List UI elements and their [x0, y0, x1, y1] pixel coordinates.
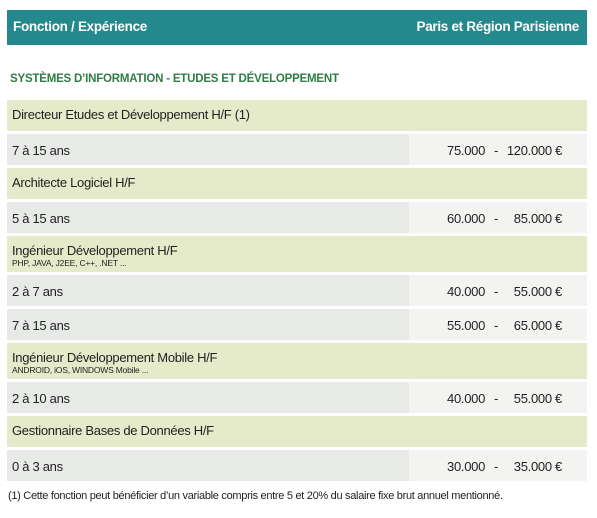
experience: 7 à 15 ans	[12, 318, 70, 333]
salary-min: 30.000	[447, 459, 485, 474]
section-title: SYSTÈMES D’INFORMATION - ETUDES ET DÉVEL…	[10, 73, 339, 85]
role-row	[7, 236, 587, 272]
salary-max: 55.000 €	[513, 391, 563, 406]
salary-cell	[409, 309, 587, 340]
role-row	[7, 100, 587, 131]
experience-row	[7, 450, 409, 481]
salary-min: 40.000	[447, 284, 485, 299]
salary-min: 75.000	[447, 143, 485, 158]
salary-max: 55.000 €	[513, 284, 563, 299]
experience: 2 à 7 ans	[12, 284, 63, 299]
experience-row	[7, 275, 409, 306]
salary-separator: -	[494, 143, 499, 158]
salary-min: 40.000	[447, 391, 485, 406]
salary-separator: -	[494, 318, 499, 333]
salary-max: 120.000 €	[506, 143, 562, 158]
header-right: Paris et Région Parisienne	[416, 19, 579, 34]
experience-row	[7, 382, 409, 413]
salary-cell	[409, 450, 587, 481]
role-name: Gestionnaire Bases de Données H/F	[12, 423, 214, 438]
role-name: Ingénieur Développement Mobile H/F	[12, 350, 218, 365]
role-skills: PHP, JAVA, J2EE, C++, .NET ...	[12, 258, 127, 268]
header-left: Fonction / Expérience	[13, 19, 147, 34]
salary-max: 85.000 €	[513, 211, 563, 226]
role-row	[7, 168, 587, 199]
experience-row	[7, 134, 409, 165]
table-header: Fonction / Expérience Paris et Région Pa…	[7, 10, 587, 45]
salary-separator: -	[494, 284, 499, 299]
salary-cell	[409, 275, 587, 306]
experience-row	[7, 202, 409, 233]
salary-min: 55.000	[447, 318, 485, 333]
salary-separator: -	[494, 459, 499, 474]
experience-row	[7, 309, 409, 340]
role-row	[7, 416, 587, 447]
role-row	[7, 343, 587, 379]
salary-min: 60.000	[447, 211, 485, 226]
experience: 2 à 10 ans	[12, 391, 70, 406]
role-skills: ANDROID, iOS, WINDOWS Mobile ...	[12, 365, 149, 375]
salary-max: 65.000 €	[513, 318, 563, 333]
salary-separator: -	[494, 391, 499, 406]
role-name: Directeur Etudes et Développement H/F (1…	[12, 107, 250, 122]
role-name: Ingénieur Développement H/F	[12, 243, 178, 258]
role-name: Architecte Logiciel H/F	[12, 175, 136, 190]
salary-cell	[409, 202, 587, 233]
salary-cell	[409, 382, 587, 413]
experience: 7 à 15 ans	[12, 143, 70, 158]
salary-separator: -	[494, 211, 499, 226]
footnote: (1) Cette fonction peut bénéficier d’un …	[8, 490, 503, 502]
salary-max: 35.000 €	[513, 459, 563, 474]
experience: 5 à 15 ans	[12, 211, 70, 226]
salary-cell	[409, 134, 587, 165]
experience: 0 à 3 ans	[12, 459, 63, 474]
